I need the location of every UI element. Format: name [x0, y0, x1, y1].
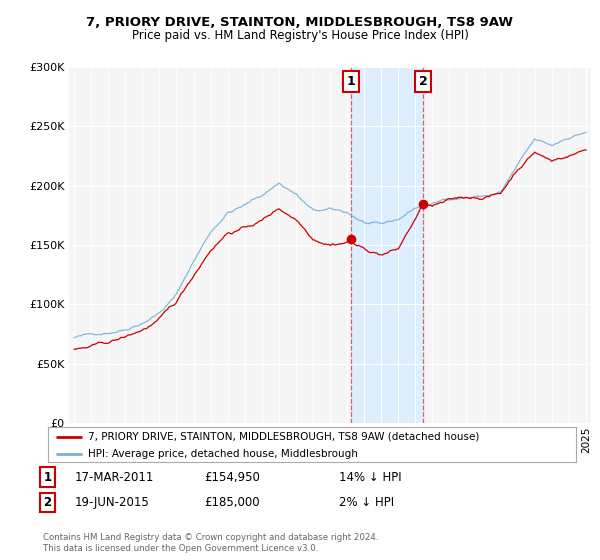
Text: Contains HM Land Registry data © Crown copyright and database right 2024.
This d: Contains HM Land Registry data © Crown c… — [43, 533, 379, 553]
Text: 1: 1 — [346, 75, 355, 88]
Text: 7, PRIORY DRIVE, STAINTON, MIDDLESBROUGH, TS8 9AW (detached house): 7, PRIORY DRIVE, STAINTON, MIDDLESBROUGH… — [88, 432, 479, 442]
Text: 7, PRIORY DRIVE, STAINTON, MIDDLESBROUGH, TS8 9AW: 7, PRIORY DRIVE, STAINTON, MIDDLESBROUGH… — [86, 16, 514, 29]
Text: £185,000: £185,000 — [204, 496, 260, 509]
Text: 2: 2 — [419, 75, 428, 88]
Text: 2% ↓ HPI: 2% ↓ HPI — [339, 496, 394, 509]
Text: Price paid vs. HM Land Registry's House Price Index (HPI): Price paid vs. HM Land Registry's House … — [131, 29, 469, 42]
Text: HPI: Average price, detached house, Middlesbrough: HPI: Average price, detached house, Midd… — [88, 449, 358, 459]
Text: 19-JUN-2015: 19-JUN-2015 — [75, 496, 150, 509]
Bar — [350, 67, 424, 423]
Text: 2: 2 — [43, 496, 52, 509]
Text: 1: 1 — [43, 470, 52, 484]
Text: 17-MAR-2011: 17-MAR-2011 — [75, 470, 154, 484]
Text: £154,950: £154,950 — [204, 470, 260, 484]
Text: 14% ↓ HPI: 14% ↓ HPI — [339, 470, 401, 484]
